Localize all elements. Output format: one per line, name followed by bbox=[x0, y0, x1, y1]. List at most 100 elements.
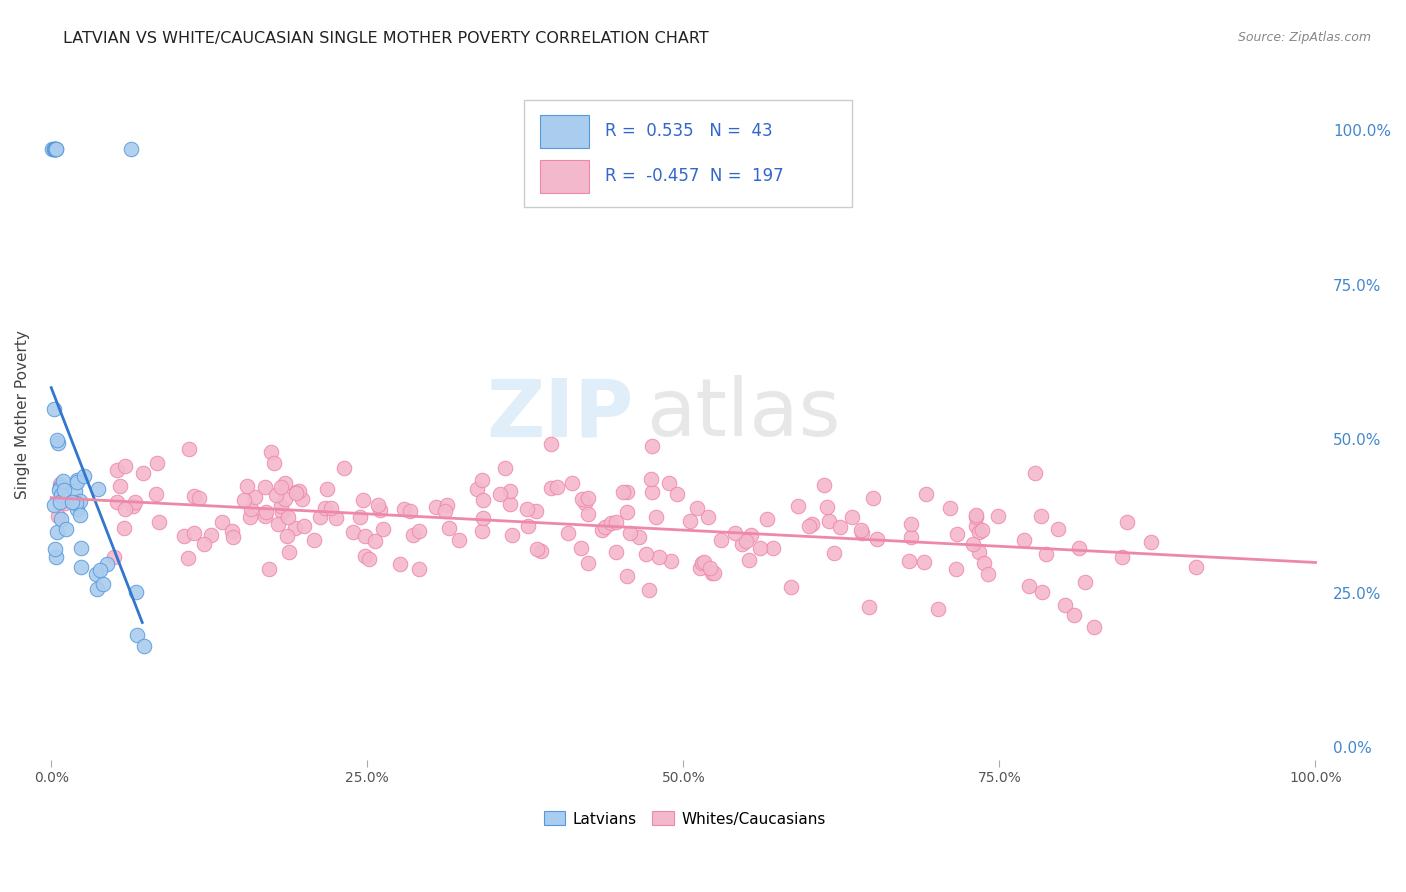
Point bbox=[105, 494, 128, 508]
Point bbox=[49, 480, 72, 494]
Point bbox=[472, 493, 495, 508]
Text: R =  0.535   N =  43: R = 0.535 N = 43 bbox=[605, 122, 772, 140]
Point bbox=[945, 562, 967, 576]
Point bbox=[1035, 547, 1057, 561]
Point bbox=[686, 501, 709, 516]
Point bbox=[69, 541, 91, 556]
Point bbox=[828, 520, 851, 534]
FancyBboxPatch shape bbox=[540, 160, 589, 193]
Point bbox=[851, 523, 873, 537]
Point bbox=[132, 466, 155, 480]
Point bbox=[264, 488, 287, 502]
Point bbox=[731, 537, 754, 551]
Point bbox=[52, 474, 75, 488]
Point bbox=[342, 524, 364, 539]
Point bbox=[1067, 541, 1090, 555]
Point bbox=[398, 504, 420, 518]
Point bbox=[45, 142, 67, 156]
Point bbox=[321, 500, 343, 515]
Point bbox=[1047, 522, 1070, 536]
Point bbox=[1074, 575, 1097, 590]
Point bbox=[749, 541, 772, 556]
Point bbox=[641, 485, 664, 500]
Point bbox=[256, 505, 278, 519]
Legend: Latvians, Whites/Caucasians: Latvians, Whites/Caucasians bbox=[537, 805, 832, 832]
Point bbox=[689, 560, 711, 574]
Point bbox=[612, 485, 634, 500]
Text: R =  -0.457  N =  197: R = -0.457 N = 197 bbox=[605, 168, 783, 186]
Point bbox=[148, 515, 170, 529]
Point bbox=[46, 509, 69, 524]
Point bbox=[724, 526, 747, 541]
Point bbox=[569, 541, 592, 555]
Point bbox=[737, 553, 759, 567]
Point bbox=[591, 523, 613, 537]
Point bbox=[501, 528, 523, 542]
Point bbox=[353, 549, 375, 563]
Point bbox=[66, 473, 89, 487]
Point bbox=[818, 514, 841, 528]
Point bbox=[266, 517, 288, 532]
Point bbox=[134, 640, 156, 654]
Point bbox=[291, 492, 314, 507]
Point bbox=[86, 567, 108, 582]
Point bbox=[696, 509, 718, 524]
Point bbox=[211, 515, 233, 529]
Point bbox=[970, 523, 993, 537]
Point bbox=[368, 503, 391, 517]
Point bbox=[44, 541, 66, 556]
Point bbox=[574, 496, 596, 510]
Point bbox=[494, 461, 516, 475]
Point bbox=[232, 493, 254, 508]
Point bbox=[471, 524, 494, 538]
Point bbox=[44, 142, 66, 156]
Point bbox=[699, 561, 721, 575]
Point bbox=[270, 500, 292, 514]
Point bbox=[437, 521, 460, 535]
Point bbox=[973, 556, 995, 570]
Point bbox=[638, 582, 661, 597]
Point bbox=[73, 469, 96, 483]
Point bbox=[800, 516, 823, 531]
Point bbox=[787, 499, 810, 513]
Text: LATVIAN VS WHITE/CAUCASIAN SINGLE MOTHER POVERTY CORRELATION CHART: LATVIAN VS WHITE/CAUCASIAN SINGLE MOTHER… bbox=[63, 31, 709, 46]
Point bbox=[276, 529, 298, 543]
Point bbox=[49, 488, 72, 502]
Point bbox=[425, 500, 447, 515]
Point bbox=[49, 495, 72, 509]
Point bbox=[540, 437, 562, 451]
Point bbox=[780, 580, 803, 594]
Point bbox=[51, 512, 73, 526]
Point bbox=[259, 562, 281, 576]
Point bbox=[640, 472, 662, 486]
Point bbox=[700, 566, 723, 580]
Point bbox=[447, 533, 470, 547]
Point bbox=[962, 537, 984, 551]
Point bbox=[114, 458, 136, 473]
Y-axis label: Single Mother Poverty: Single Mother Poverty bbox=[15, 330, 30, 499]
Point bbox=[389, 557, 412, 571]
Point bbox=[546, 480, 568, 494]
Point bbox=[900, 517, 922, 532]
Point bbox=[145, 487, 167, 501]
Point bbox=[648, 549, 671, 564]
Point bbox=[66, 501, 89, 516]
Point bbox=[605, 515, 627, 529]
Point bbox=[813, 478, 835, 492]
Point bbox=[471, 510, 494, 524]
Point bbox=[939, 501, 962, 516]
Point bbox=[946, 526, 969, 541]
Point bbox=[112, 521, 135, 535]
Point bbox=[1024, 467, 1046, 481]
Point bbox=[710, 533, 733, 547]
Point bbox=[692, 555, 714, 569]
Point bbox=[530, 543, 553, 558]
Point bbox=[965, 518, 987, 533]
Point bbox=[193, 537, 215, 551]
Point bbox=[125, 584, 148, 599]
Point bbox=[471, 473, 494, 487]
Point bbox=[86, 582, 108, 596]
Point bbox=[239, 510, 262, 524]
Point bbox=[145, 456, 167, 470]
Point bbox=[69, 508, 91, 523]
